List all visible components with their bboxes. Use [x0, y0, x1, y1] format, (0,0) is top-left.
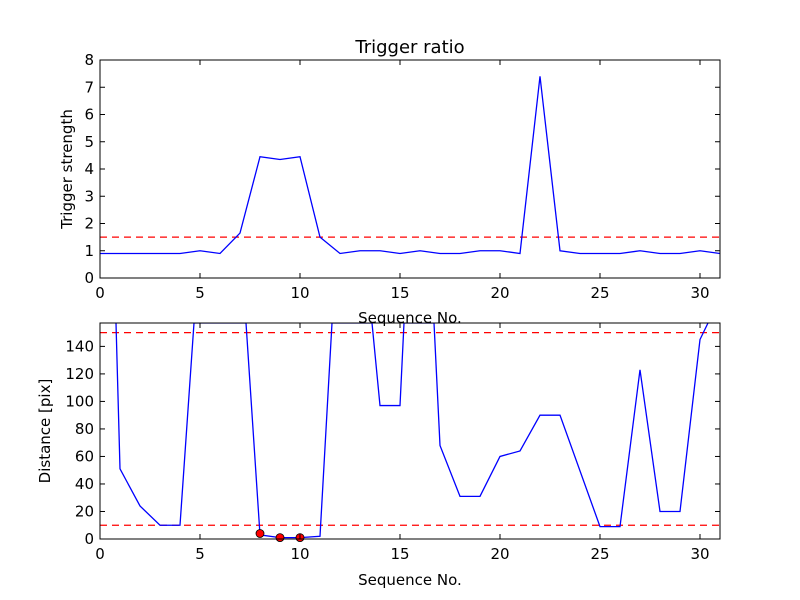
y-axis-label: Trigger strength — [58, 109, 76, 230]
y-tick-label: 20 — [75, 502, 94, 520]
trigger-ratio-panel: Trigger ratio Sequence No. Trigger stren… — [58, 37, 721, 327]
y-tick-label: 120 — [65, 365, 94, 383]
y-tick-label: 3 — [84, 187, 94, 205]
y-tick-label: 6 — [84, 106, 94, 124]
x-tick-label: 0 — [95, 545, 105, 563]
distance-panel: Sequence No. Distance [pix] 0 5 10 15 20 25 30… — [36, 322, 721, 589]
x-tick-label: 30 — [690, 545, 709, 563]
x-tick-label: 15 — [390, 545, 409, 563]
axes-frame — [99, 59, 721, 279]
y-tick-label: 0 — [84, 269, 94, 287]
x-tick-label: 5 — [195, 284, 205, 302]
y-tick-label: 0 — [84, 530, 94, 548]
x-axis-label: Sequence No. — [358, 571, 462, 589]
data-point-marker — [255, 529, 265, 538]
y-tick-label: 7 — [84, 78, 94, 96]
series-line — [100, 76, 720, 255]
x-tick-label: 15 — [390, 284, 409, 302]
x-tick-label: 25 — [590, 545, 609, 563]
axes-frame — [99, 322, 721, 540]
x-tick-label: 20 — [490, 284, 509, 302]
y-tick-label: 2 — [84, 215, 94, 233]
x-tick-label: 10 — [290, 545, 309, 563]
data-point-marker — [275, 533, 285, 543]
y-tick-label: 1 — [84, 242, 94, 260]
y-tick-label: 60 — [75, 447, 94, 465]
y-tick-label: 5 — [84, 133, 94, 151]
y-tick-label: 40 — [75, 475, 94, 493]
y-tick-label: 8 — [84, 51, 94, 69]
x-tick-label: 20 — [490, 545, 509, 563]
y-tick-label: 100 — [65, 392, 94, 410]
series-line — [115, 323, 709, 539]
x-tick-label: 10 — [290, 284, 309, 302]
x-tick-label: 30 — [690, 284, 709, 302]
y-tick-label: 80 — [75, 420, 94, 438]
y-axis-label: Distance [pix] — [36, 379, 54, 484]
chart-title: Trigger ratio — [354, 37, 464, 58]
x-axis-label: Sequence No. — [358, 309, 462, 327]
x-tick-label: 25 — [590, 284, 609, 302]
y-tick-label: 140 — [65, 337, 94, 355]
y-tick-label: 4 — [84, 160, 94, 178]
x-tick-label: 0 — [95, 284, 105, 302]
x-tick-label: 5 — [195, 545, 205, 563]
